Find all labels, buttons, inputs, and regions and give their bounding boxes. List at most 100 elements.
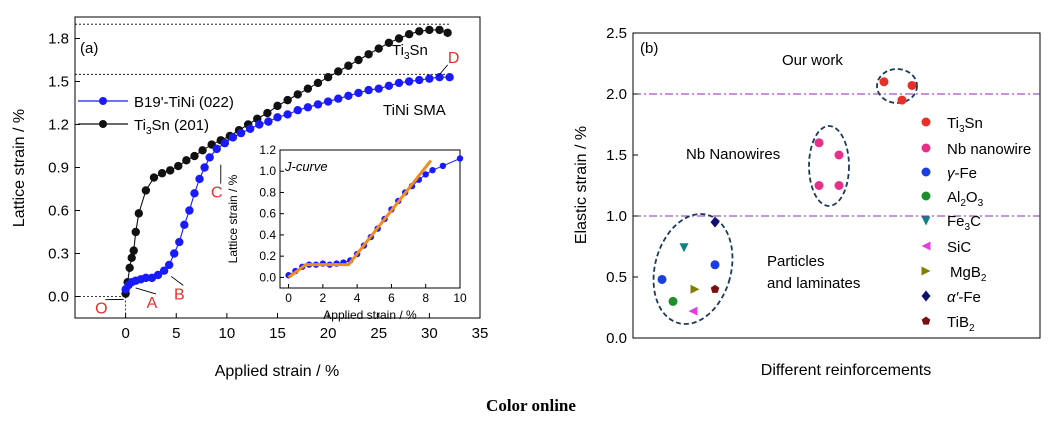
data-point-a: [394, 78, 404, 88]
data-point-b: [710, 284, 720, 293]
group-label-particles: Particles: [767, 253, 825, 270]
legend-b: Ti3Sn Nb nanowire γ-Fe Al2O3 Fe3C SiC Mg…: [921, 115, 1031, 334]
annotation-tini-sma: TiNi SMA: [383, 102, 446, 119]
data-point-a: [293, 90, 302, 99]
inset-y-tick-label: 1.2: [259, 143, 276, 157]
data-point-a: [141, 186, 151, 195]
figure-caption: Color online: [486, 396, 576, 415]
data-point-a: [153, 270, 163, 280]
data-point-a: [134, 209, 143, 218]
inset-x-tick-label: 0: [285, 291, 292, 305]
x-tick-label-a: 30: [421, 325, 438, 342]
data-point-a: [157, 169, 167, 178]
inset-title: J-curve: [284, 159, 328, 174]
data-point-a: [445, 73, 454, 82]
y-tick-label-a: 0.3: [48, 246, 69, 263]
data-point-a: [228, 133, 238, 142]
y-tick-label-a: 1.5: [48, 74, 69, 91]
inset-x-tick-label: 6: [388, 291, 395, 305]
x-tick-label-a: 25: [370, 325, 387, 342]
panel-label-b: (b): [640, 40, 658, 57]
data-point-a: [323, 73, 333, 82]
data-point-a: [190, 189, 199, 198]
legend-b-sic: SiC: [947, 239, 971, 256]
data-point-a: [190, 151, 199, 161]
legend-b-tib2: TiB2: [947, 314, 975, 334]
legend-b-marker: [921, 216, 931, 226]
inset-data-point: [456, 155, 464, 162]
inset-j-curve: 0 2 4 6 8 10 0.0 0.2 0.4 0.6 0.8 1.0 1.2 J-curve App…: [226, 143, 467, 322]
data-point-a: [404, 30, 414, 39]
data-point-a: [425, 25, 434, 35]
point-label-b: B: [174, 286, 185, 303]
data-point-a: [354, 88, 363, 98]
legend-b-marker: [921, 191, 931, 201]
data-point-a: [415, 75, 424, 85]
data-point-b: [834, 150, 844, 160]
data-point-a: [364, 85, 373, 95]
inset-data-point: [422, 171, 429, 178]
data-point-b: [907, 80, 917, 90]
data-point-a: [273, 101, 282, 111]
inset-y-tick-label: 0.2: [259, 249, 276, 263]
data-point-a: [245, 124, 255, 133]
legend-b-gamma-fe: γ-Fe: [947, 165, 977, 182]
data-point-a: [185, 206, 194, 215]
data-point-a: [263, 108, 272, 118]
data-point-a: [195, 174, 204, 184]
data-point-b: [710, 216, 720, 228]
data-point-a: [313, 78, 323, 88]
inset-y-tick-label: 0.0: [259, 270, 276, 284]
data-point-a: [435, 73, 444, 82]
y-axis-b: 0.0 0.5 1.0 1.5 2.0 2.5: [606, 25, 638, 347]
data-point-a: [273, 113, 282, 122]
inset-x-tick-label: 4: [354, 291, 361, 305]
y-tick-label-b: 1.0: [606, 208, 627, 225]
inset-y-title: Lattice strain / %: [226, 174, 240, 263]
data-point-a: [212, 144, 221, 154]
y-tick-label-b: 0.0: [606, 330, 627, 347]
data-point-a: [323, 97, 333, 106]
x-axis-a: 0 5 10 15 20 25 30 35: [121, 313, 488, 342]
x-tick-label-a: 10: [219, 325, 236, 342]
y-axis-title-a: Lattice strain / %: [11, 109, 28, 227]
data-point-a: [180, 220, 189, 230]
data-point-a: [374, 84, 383, 93]
point-label-c: C: [211, 185, 223, 202]
y-tick-label-b: 2.5: [606, 25, 627, 42]
group-ellipse-nb: [808, 125, 850, 207]
data-point-a: [374, 44, 383, 53]
inset-x-tick-label: 10: [453, 291, 467, 305]
inset-x-tick-label: 2: [320, 291, 327, 305]
point-arrow-b: [170, 276, 184, 286]
data-point-b: [710, 260, 720, 270]
legend-b-marker: [921, 290, 931, 302]
legend-b-mgb2: MgB2: [950, 264, 987, 284]
group-label-laminates: and laminates: [767, 275, 860, 292]
data-point-b: [814, 138, 824, 148]
data-point-a: [364, 50, 373, 59]
legend-b-marker: [921, 117, 931, 127]
x-tick-label-a: 35: [472, 325, 489, 342]
panel-label-a: (a): [80, 40, 98, 57]
data-point-a: [334, 67, 343, 76]
y-tick-label-b: 0.5: [606, 269, 627, 286]
data-point-a: [344, 91, 353, 101]
data-point-a: [384, 38, 394, 47]
data-point-a: [129, 246, 138, 255]
data-point-a: [404, 77, 414, 86]
data-point-b: [690, 284, 700, 294]
point-label-a: A: [147, 295, 158, 312]
inset-y-tick-label: 0.8: [259, 185, 276, 199]
legend-marker-tini: [99, 97, 107, 105]
panel-a: 0 5 10 15 20 25 30 35 0.00.30.60.91.21.51.8 (a)…: [11, 16, 488, 380]
x-tick-label-a: 5: [172, 325, 180, 342]
group-label-nb: Nb Nanowires: [686, 146, 780, 163]
inset-y-tick-label: 0.4: [259, 228, 276, 242]
data-point-a: [165, 166, 175, 175]
legend-b-marker: [921, 167, 931, 177]
data-point-b: [879, 77, 889, 87]
data-point-a: [334, 94, 343, 103]
legend-label-tini: B19'-TiNi (022): [134, 94, 234, 111]
data-point-a: [125, 263, 134, 273]
